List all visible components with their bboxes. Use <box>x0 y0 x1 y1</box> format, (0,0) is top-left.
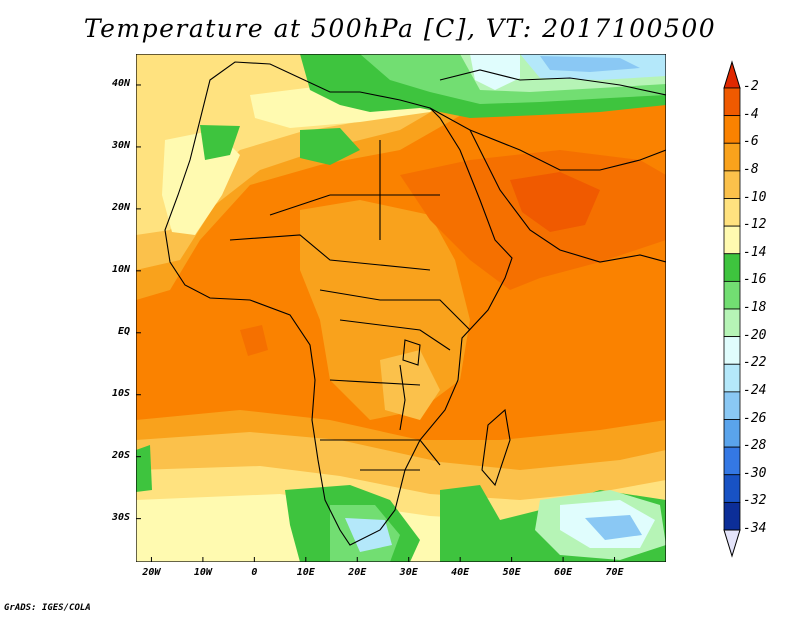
colorbar-level-label: -26 <box>743 410 767 426</box>
lat-tick-label: 40N <box>111 77 130 89</box>
coastlines <box>164 61 666 546</box>
colorbar-level-label: -30 <box>743 465 767 481</box>
colorbar-swatch <box>723 253 741 282</box>
colorbar-level-label: -6 <box>743 134 759 150</box>
colorbar-level-label: -28 <box>743 438 767 454</box>
colorbar-bottom-arrow <box>723 529 741 558</box>
lon-tick-label: 0 <box>251 567 258 578</box>
lat-tick-label: 30N <box>111 139 130 151</box>
temperature-zone-minus4 <box>240 325 268 356</box>
lon-tick-label: 40E <box>451 567 470 578</box>
colorbar-swatch <box>723 336 741 365</box>
colorbar-swatch <box>723 308 741 338</box>
temperature-zone-minus8 <box>380 350 440 420</box>
lat-tick-label: 20S <box>111 449 130 461</box>
colorbar-swatch <box>723 363 741 393</box>
colorbar-swatch <box>723 115 741 144</box>
colorbar-level-label: -12 <box>743 217 767 233</box>
colorbar-swatch <box>723 419 741 448</box>
lon-tick-label: 30E <box>399 567 418 578</box>
temperature-zone-minus20 <box>470 54 520 90</box>
lon-tick-label: 70E <box>605 567 624 578</box>
temperature-zone-minus14 <box>300 128 360 165</box>
axis-ticks <box>136 84 616 562</box>
lat-tick-label: 30S <box>111 511 130 523</box>
colorbar-swatch <box>723 280 741 310</box>
temperature-zone-minus14 <box>200 125 240 160</box>
colorbar-swatch <box>723 446 741 476</box>
colorbar-swatch <box>723 501 741 531</box>
lat-tick-label: EQ <box>117 325 130 337</box>
colorbar-level-label: -18 <box>743 300 767 315</box>
temperature-zone-minus24 <box>585 515 642 540</box>
colorbar-level-label: -2 <box>743 79 759 94</box>
lon-tick-label: 60E <box>554 567 573 578</box>
temperature-zone-minus22 <box>345 518 392 552</box>
colorbar-swatch <box>723 391 741 420</box>
colorbar-swatch <box>723 198 741 227</box>
lat-tick-label: 10N <box>111 263 130 275</box>
lat-tick-label: 20N <box>111 201 130 213</box>
colorbar-swatch <box>723 87 741 117</box>
lon-tick-label: 50E <box>502 567 521 578</box>
colorbar-level-label: -16 <box>743 272 767 288</box>
lon-tick-label: 20W <box>142 567 161 578</box>
map-title: Temperature at 500hPa [C], VT: 201710050… <box>83 14 717 43</box>
lon-tick-label: 10E <box>296 567 315 578</box>
colorbar-level-label: -14 <box>743 244 767 260</box>
lon-tick-label: 20E <box>348 567 367 578</box>
temperature-zone-minus2 <box>510 172 600 232</box>
colorbar-level-label: -24 <box>743 382 767 398</box>
colorbar-swatch <box>723 225 741 255</box>
temperature-zone-minus4 <box>400 150 666 290</box>
colorbar-level-label: -34 <box>743 521 767 536</box>
lon-tick-label: 10W <box>193 567 212 578</box>
colorbar-swatch <box>723 142 741 172</box>
colorbar-level-label: -10 <box>743 189 767 205</box>
colorbar-level-label: -8 <box>743 161 759 177</box>
colorbar-swatch <box>723 170 741 199</box>
colorbar-level-label: -22 <box>743 355 767 371</box>
grads-credit: GrADS: IGES/COLA <box>4 603 91 613</box>
colorbar-level-label: -20 <box>743 327 767 343</box>
colorbar-level-label: -32 <box>743 493 767 509</box>
lat-tick-label: 10S <box>111 387 130 399</box>
colorbar-level-label: -4 <box>743 106 759 122</box>
colorbar-swatch <box>723 474 741 503</box>
temperature-zone-minus24 <box>540 56 640 72</box>
colorbar-top-arrow <box>723 60 741 89</box>
